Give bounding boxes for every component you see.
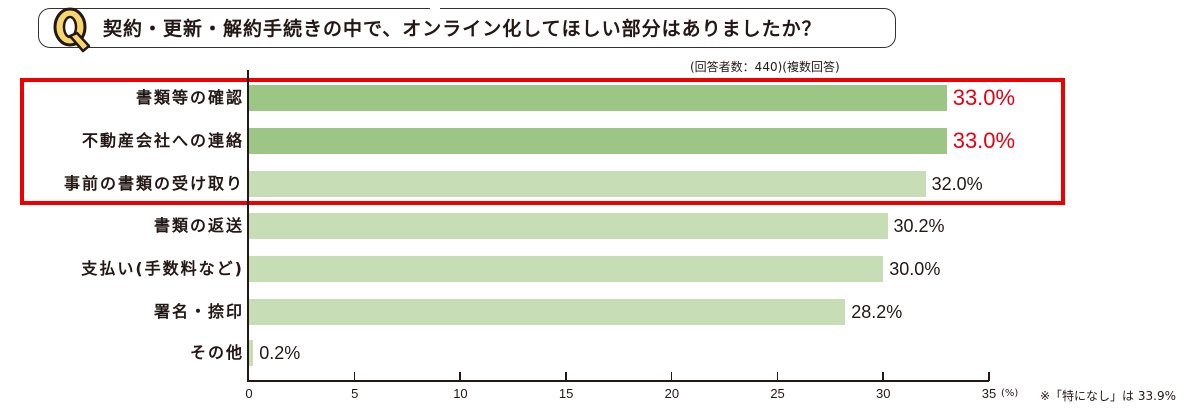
bar-row: 不動産会社への連絡 33.0% xyxy=(0,128,1201,154)
x-tick-label: 20 xyxy=(664,386,680,401)
value-label: 28.2% xyxy=(851,302,903,322)
x-tick-mark xyxy=(670,372,673,381)
bar xyxy=(249,299,846,325)
category-label: 書類の返送 xyxy=(153,216,244,235)
x-tick-mark xyxy=(776,372,779,381)
bar xyxy=(249,256,884,282)
x-tick-label: 35 xyxy=(981,386,997,401)
bar-row: 署名・捺印 28.2% xyxy=(0,299,1201,325)
x-tick-mark xyxy=(459,372,461,381)
value-label: 33.0% xyxy=(952,85,1016,110)
bar-row: 書類の返送 30.2% xyxy=(0,213,1201,239)
bar-row: その他 0.2% xyxy=(0,340,1201,366)
category-label: 署名・捺印 xyxy=(153,302,244,321)
bar xyxy=(249,171,926,197)
bar xyxy=(249,128,947,154)
x-tick-label: 30 xyxy=(876,386,891,401)
value-label: 0.2% xyxy=(259,343,301,363)
x-tick-label: 5 xyxy=(351,386,359,401)
x-tick-label: 15 xyxy=(558,386,574,401)
y-axis-line xyxy=(247,70,249,381)
value-label: 30.0% xyxy=(889,259,941,279)
bar-row: 支払い(手数料など) 30.0% xyxy=(0,256,1201,282)
bar xyxy=(249,85,947,111)
bar-row: 事前の書類の受け取り 32.0% xyxy=(0,171,1201,197)
category-label: 支払い(手数料など) xyxy=(81,259,244,278)
x-tick-label: 0 xyxy=(245,386,253,401)
bar xyxy=(249,340,254,366)
header-box-gap xyxy=(430,5,440,11)
respondents-note: (回答者数：440)(複数回答) xyxy=(690,60,840,74)
x-tick-mark xyxy=(565,372,567,381)
x-tick-mark xyxy=(882,372,884,381)
category-label: その他 xyxy=(189,343,244,362)
question-header-box xyxy=(38,8,896,48)
x-tick-mark xyxy=(988,372,990,381)
bar xyxy=(249,213,888,239)
q-badge-icon xyxy=(53,7,91,53)
value-label: 33.0% xyxy=(952,128,1016,153)
category-label: 不動産会社への連絡 xyxy=(81,131,244,150)
value-label: 30.2% xyxy=(893,216,945,236)
x-axis-unit: (%) xyxy=(1001,388,1019,399)
x-tick-label: 10 xyxy=(453,386,468,401)
bar-row: 書類等の確認 33.0% xyxy=(0,85,1201,111)
x-tick-mark xyxy=(353,372,356,381)
category-label: 事前の書類の受け取り xyxy=(63,174,244,193)
value-label: 32.0% xyxy=(931,174,983,194)
question-title: 契約・更新・解約手続きの中で、オンライン化してほしい部分はありましたか？ xyxy=(103,18,822,40)
footnote: ※「特になし」は 33.9% xyxy=(1040,389,1176,403)
x-axis-line xyxy=(247,380,989,382)
category-label: 書類等の確認 xyxy=(135,88,244,107)
x-tick-label: 25 xyxy=(770,386,785,401)
highlight-box xyxy=(20,78,1065,205)
